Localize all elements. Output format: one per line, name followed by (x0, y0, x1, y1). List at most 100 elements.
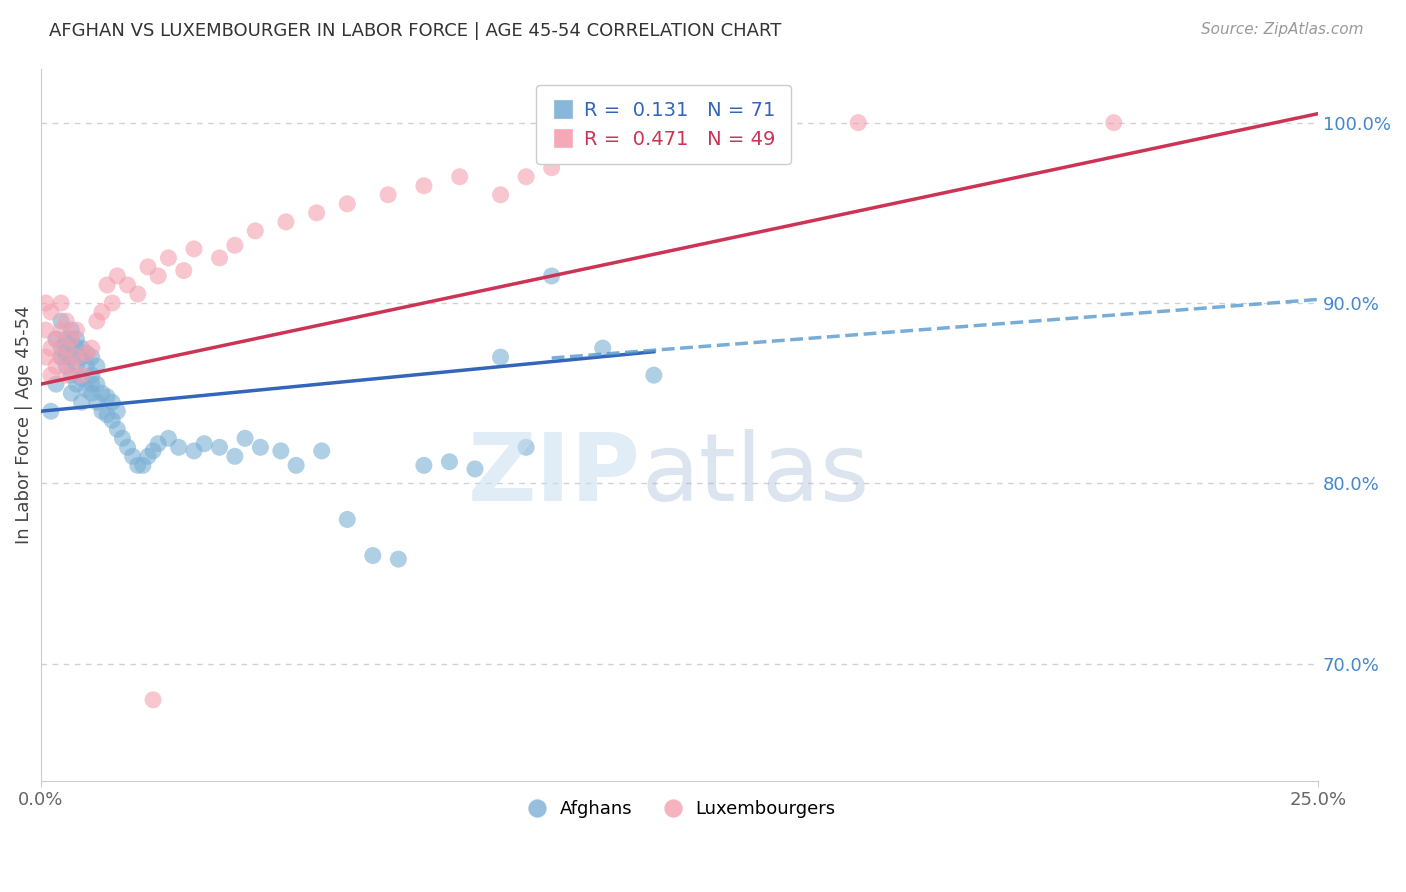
Point (173, 263, 195, 277)
Point (167, 440, 190, 454)
Point (65, 377, 87, 392)
Point (45, 332, 67, 346)
Point (245, 224, 267, 238)
Point (148, 436, 170, 450)
Point (132, 458, 155, 473)
Point (540, 161, 562, 175)
Point (361, 549, 384, 563)
Point (249, 440, 271, 454)
Point (76, 346, 98, 360)
Point (76, 346, 98, 360)
Point (208, 251, 231, 265)
Point (127, 287, 149, 301)
Point (65, 359, 87, 373)
Point (39, 305, 62, 319)
Point (101, 395, 124, 409)
Text: Source: ZipAtlas.com: Source: ZipAtlas.com (1201, 22, 1364, 37)
Point (105, 268, 128, 283)
Point (101, 413, 124, 427)
Point (96, 408, 118, 422)
Point (224, 450, 246, 464)
Text: ZIP: ZIP (468, 429, 641, 521)
Point (70, 372, 93, 386)
Point (76, 383, 98, 397)
Point (105, 422, 128, 436)
Point (412, 458, 434, 473)
Point (80, 341, 103, 355)
Point (127, 458, 149, 473)
Point (60, 350, 83, 364)
Point (35, 323, 58, 337)
Point (96, 390, 118, 404)
Point (55, 314, 77, 328)
Point (183, 444, 205, 458)
Point (86, 377, 108, 392)
Point (45, 332, 67, 346)
Point (49, 323, 72, 337)
Point (846, 115, 869, 129)
Point (60, 368, 83, 383)
Point (65, 341, 87, 355)
Point (49, 350, 72, 364)
Point (693, 125, 716, 139)
Point (515, 440, 537, 454)
Point (148, 268, 170, 283)
Point (60, 386, 83, 401)
Point (86, 359, 108, 373)
Point (449, 169, 471, 184)
Point (80, 386, 103, 401)
Point (96, 277, 118, 292)
Point (105, 404, 128, 418)
Point (55, 341, 77, 355)
Point (39, 404, 62, 418)
Point (592, 341, 614, 355)
Point (387, 552, 409, 566)
Point (136, 450, 159, 464)
Point (439, 455, 461, 469)
Point (39, 341, 62, 355)
Point (193, 436, 215, 450)
Point (91, 404, 114, 418)
Point (540, 268, 562, 283)
Point (91, 386, 114, 401)
Point (311, 444, 333, 458)
Y-axis label: In Labor Force | Age 45-54: In Labor Force | Age 45-54 (15, 305, 32, 544)
Point (270, 444, 292, 458)
Point (377, 187, 399, 202)
Point (515, 169, 537, 184)
Point (60, 332, 83, 346)
Point (86, 395, 108, 409)
Point (76, 359, 98, 373)
Point (617, 134, 640, 148)
Point (55, 332, 77, 346)
Point (80, 377, 103, 392)
Point (117, 440, 139, 454)
Point (70, 350, 93, 364)
Point (412, 178, 434, 193)
Point (285, 458, 308, 473)
Point (60, 332, 83, 346)
Point (274, 215, 297, 229)
Legend: Afghans, Luxembourgers: Afghans, Luxembourgers (516, 793, 842, 825)
Point (70, 341, 93, 355)
Point (49, 350, 72, 364)
Point (101, 296, 124, 310)
Point (49, 341, 72, 355)
Point (208, 440, 231, 454)
Point (55, 368, 77, 383)
Point (643, 368, 665, 383)
Point (55, 359, 77, 373)
Point (65, 332, 87, 346)
Point (65, 350, 87, 364)
Point (157, 431, 180, 445)
Point (39, 368, 62, 383)
Point (142, 693, 165, 707)
Point (80, 350, 103, 364)
Point (60, 359, 83, 373)
Point (45, 377, 67, 392)
Point (35, 350, 58, 364)
Point (183, 242, 205, 256)
Point (142, 444, 165, 458)
Point (336, 196, 359, 211)
Point (336, 512, 359, 526)
